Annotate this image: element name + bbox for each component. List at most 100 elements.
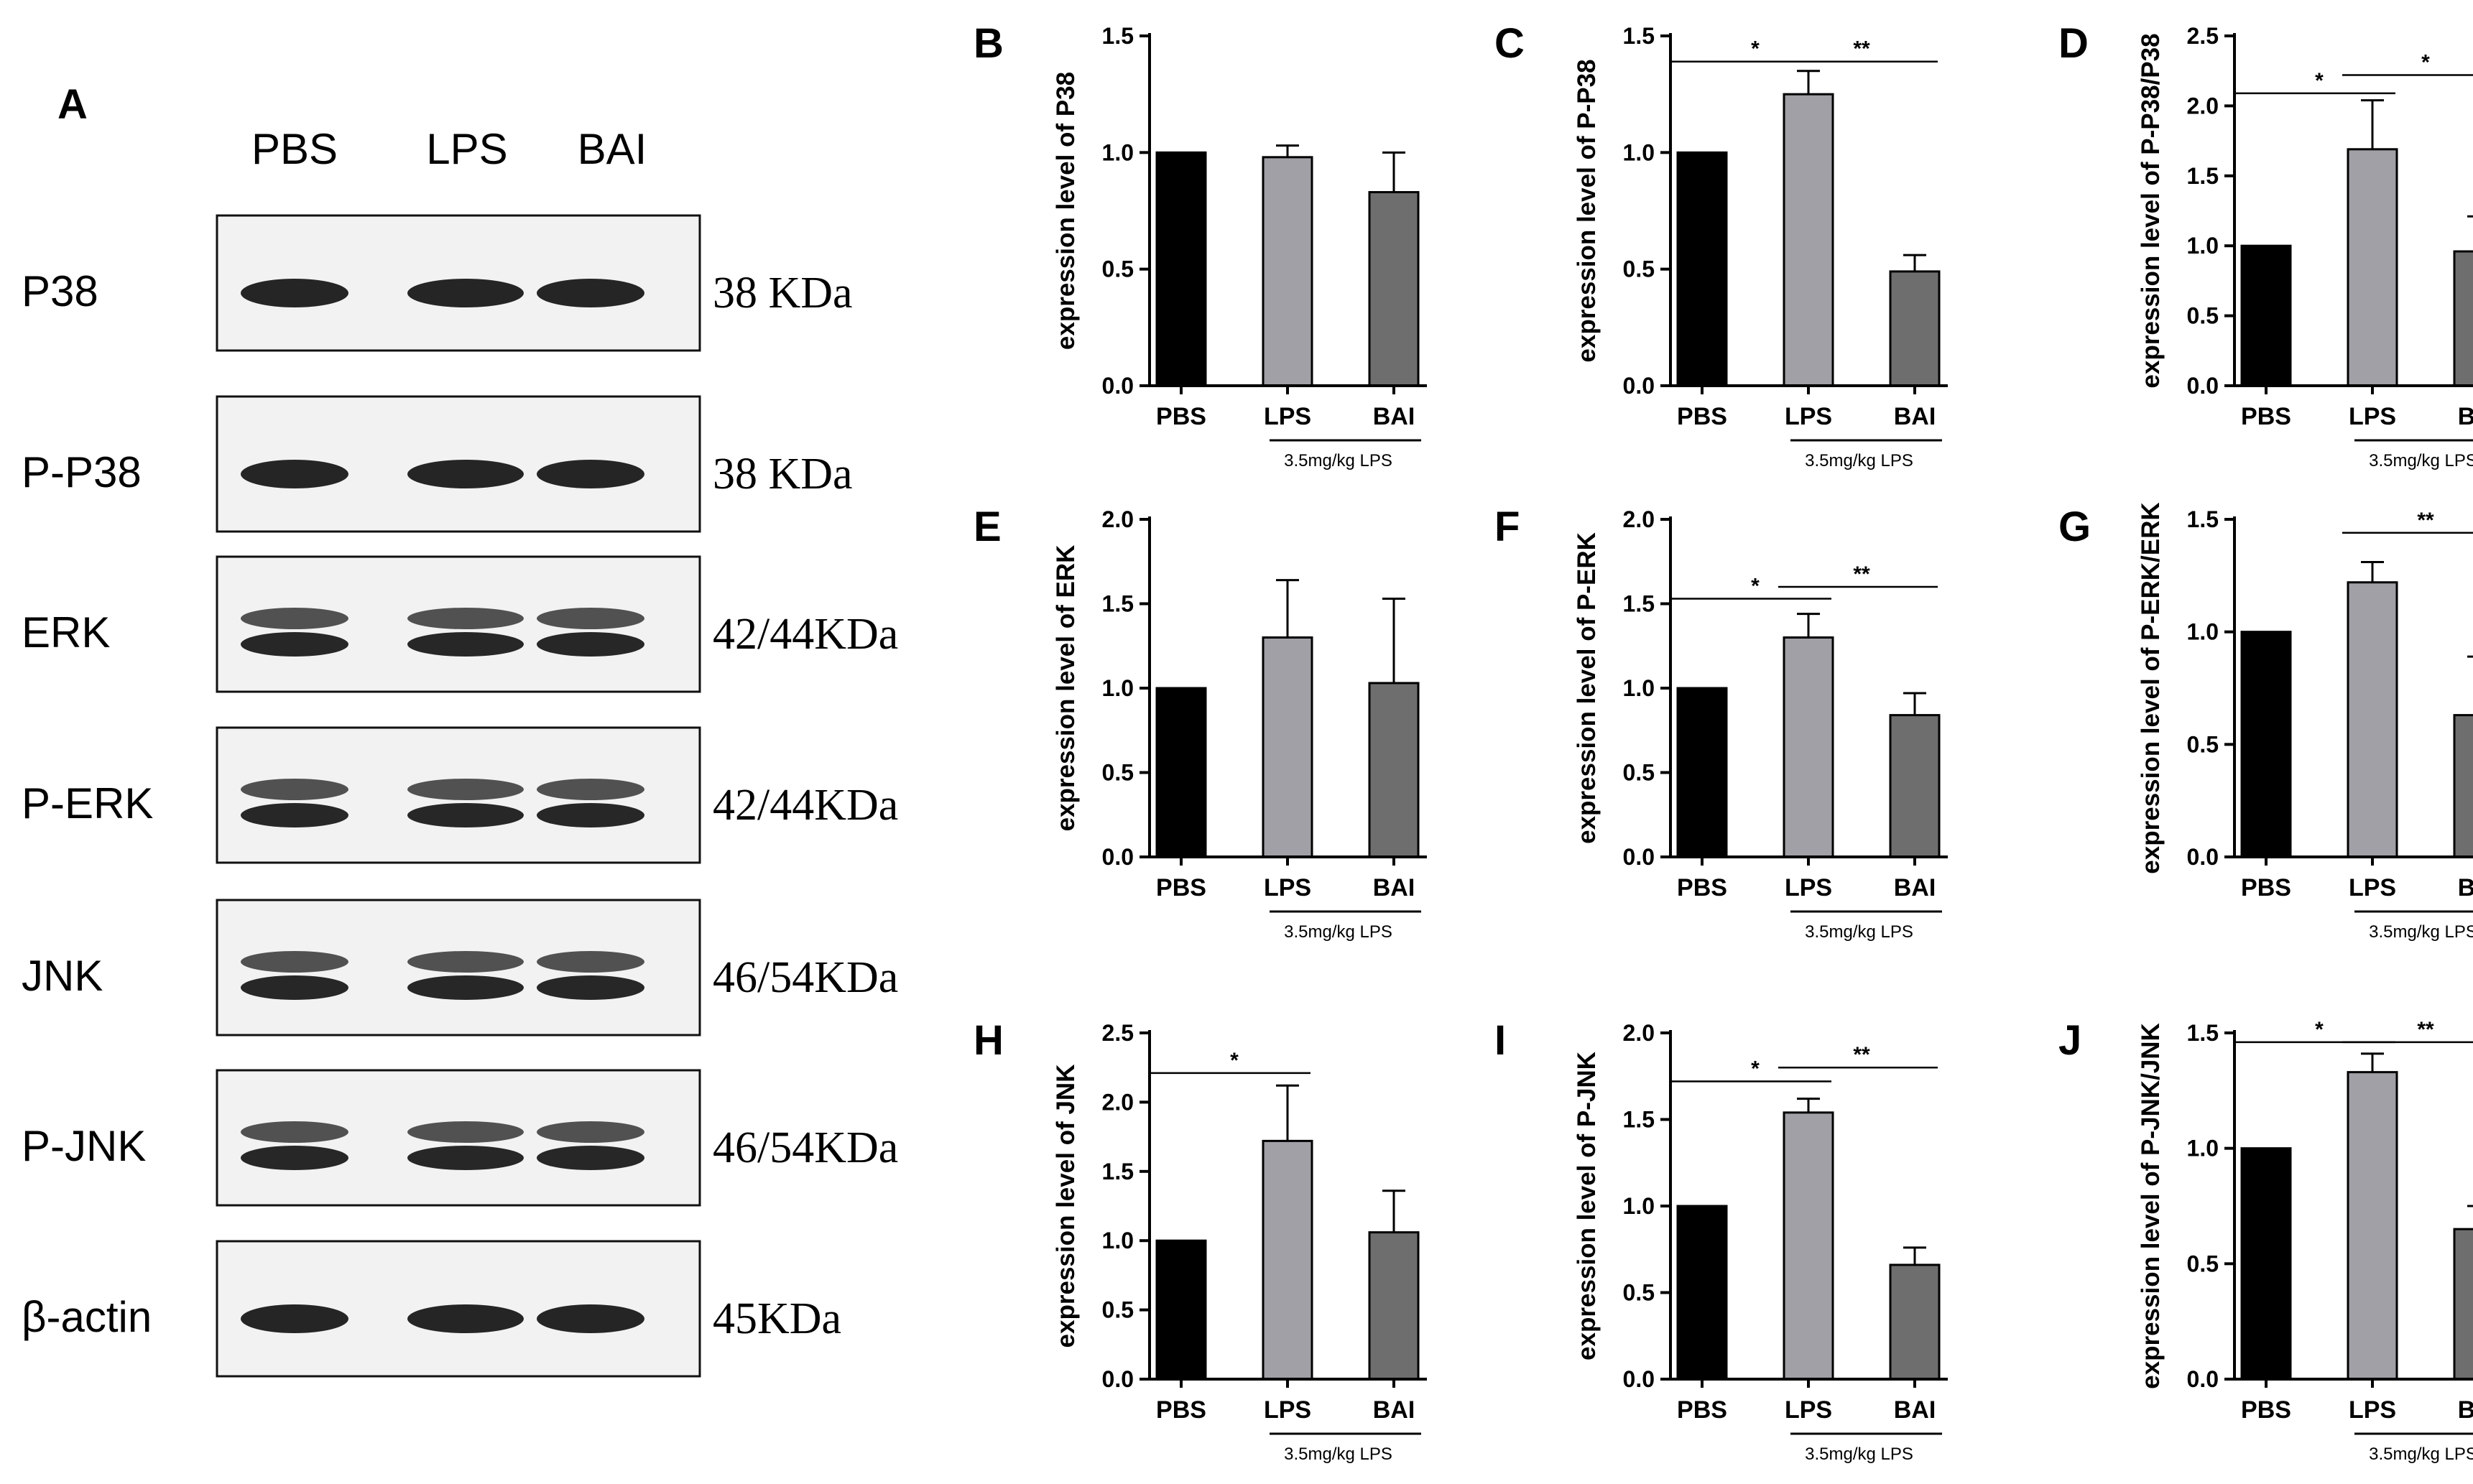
bar	[1889, 1263, 1941, 1381]
blot-band	[537, 632, 644, 657]
x-tick-label: PBS	[1677, 403, 1727, 430]
bar	[1155, 151, 1207, 387]
bar	[1783, 93, 1834, 387]
y-tick-label: 1.0	[1102, 675, 1134, 701]
significance-label: *	[2315, 1018, 2324, 1042]
lane-label: LPS	[426, 125, 507, 173]
blot-band	[407, 279, 524, 307]
y-tick-label: 1.5	[1623, 591, 1655, 617]
x-tick-label: BAI	[1894, 874, 1936, 901]
panel-letter: B	[974, 20, 1004, 67]
y-tick-label: 0.5	[1102, 1297, 1134, 1323]
group-label: 3.5mg/kg LPS	[1284, 1444, 1392, 1464]
y-tick-label: 1.5	[2187, 1020, 2219, 1046]
y-axis-label: expression level of P-ERK	[1573, 532, 1601, 844]
blot-strip	[216, 555, 701, 693]
x-tick-label: PBS	[2241, 874, 2291, 901]
blot-band	[537, 1146, 644, 1170]
bar	[1368, 1231, 1420, 1381]
row-label: β-actin	[22, 1293, 152, 1341]
y-tick-label: 1.5	[1102, 23, 1134, 49]
row-label: P38	[22, 267, 98, 315]
bar	[2453, 714, 2473, 858]
molecular-weight-label: 46/54KDa	[713, 1123, 898, 1172]
y-tick-label: 0.0	[2187, 1366, 2219, 1392]
blot-band	[241, 632, 348, 657]
bar	[2347, 148, 2398, 387]
x-tick-label: PBS	[1156, 403, 1206, 430]
group-label: 3.5mg/kg LPS	[2369, 1444, 2473, 1464]
x-tick-label: PBS	[1677, 874, 1727, 901]
bar	[1783, 636, 1834, 858]
chart-panel-i: I 0.0 0.5 1.0 1.5 2.0 expression level of P-JN…	[1494, 1017, 1948, 1464]
x-tick-label: PBS	[2241, 1396, 2291, 1424]
x-tick-label: LPS	[1785, 874, 1832, 901]
y-tick-label: 2.0	[1623, 506, 1655, 532]
y-tick-label: 2.5	[2187, 23, 2219, 49]
molecular-weight-label: 42/44KDa	[713, 781, 898, 830]
y-tick-label: 0.0	[2187, 844, 2219, 870]
blot-strip	[216, 395, 701, 533]
panel-letter: J	[2058, 1017, 2081, 1064]
y-tick-label: 0.5	[1102, 760, 1134, 786]
row-label: P-JNK	[22, 1122, 146, 1170]
y-tick-label: 0.5	[2187, 1251, 2219, 1276]
x-tick-label: LPS	[2349, 403, 2396, 430]
y-tick-label: 1.0	[1102, 1228, 1134, 1253]
blot-band	[241, 460, 348, 488]
chart-panel-b: B 0.0 0.5 1.0 1.5 expression level of P38 PBS L…	[974, 20, 1427, 470]
blot-band	[537, 279, 644, 307]
y-tick-label: 1.5	[1623, 23, 1655, 49]
panel-letter: C	[1494, 20, 1525, 67]
bar	[2240, 631, 2292, 858]
blot-band	[537, 779, 644, 800]
y-tick-label: 0.5	[2187, 731, 2219, 757]
blot-band	[407, 460, 524, 488]
blot-band	[407, 951, 524, 973]
bar	[1262, 636, 1313, 858]
y-axis-label: expression level of P-JNK	[1573, 1052, 1601, 1360]
y-axis-label: expression level of P-JNK/JNK	[2137, 1023, 2165, 1389]
y-tick-label: 0.5	[1623, 1280, 1655, 1306]
y-tick-label: 1.5	[2187, 163, 2219, 189]
panel-letter: G	[2058, 504, 2091, 550]
significance-label: *	[2421, 51, 2430, 75]
bar	[2347, 1071, 2398, 1381]
bar	[1676, 151, 1728, 387]
blot-band	[241, 1304, 348, 1333]
y-axis-label: expression level of P-P38	[1573, 59, 1601, 362]
significance-label: *	[1751, 574, 1760, 598]
blot-band	[241, 279, 348, 307]
x-tick-label: LPS	[1785, 1396, 1832, 1424]
y-tick-label: 1.0	[2187, 233, 2219, 259]
panel-letter: D	[2058, 20, 2089, 67]
significance-label: **	[1853, 1043, 1870, 1067]
x-tick-label: BAI	[2458, 403, 2473, 430]
x-tick-label: LPS	[2349, 1396, 2396, 1424]
blot-strip	[216, 899, 701, 1037]
panel-letter: F	[1494, 504, 1520, 550]
panel-letter: H	[974, 1017, 1004, 1064]
x-tick-label: LPS	[1264, 1396, 1311, 1424]
y-tick-label: 0.0	[1623, 844, 1655, 870]
bar	[1155, 1239, 1207, 1381]
bar	[1889, 714, 1941, 858]
y-tick-label: 1.0	[1623, 1193, 1655, 1219]
y-tick-label: 1.5	[1102, 1159, 1134, 1184]
group-label: 3.5mg/kg LPS	[2369, 922, 2473, 942]
significance-label: *	[1751, 37, 1760, 61]
blot-band	[537, 1304, 644, 1333]
blot-band	[241, 803, 348, 827]
y-tick-label: 1.0	[2187, 619, 2219, 645]
bar	[2347, 581, 2398, 858]
group-label: 3.5mg/kg LPS	[1805, 922, 1913, 942]
chart-panel-f: F 0.0 0.5 1.0 1.5 2.0 expression level of P-ER…	[1494, 504, 1948, 942]
lane-label: BAI	[578, 125, 647, 173]
x-tick-label: PBS	[1156, 874, 1206, 901]
molecular-weight-label: 45KDa	[713, 1294, 841, 1343]
y-tick-label: 2.5	[1102, 1020, 1134, 1046]
x-tick-label: BAI	[1894, 403, 1936, 430]
x-tick-label: PBS	[1156, 1396, 1206, 1424]
y-tick-label: 1.5	[1623, 1107, 1655, 1133]
